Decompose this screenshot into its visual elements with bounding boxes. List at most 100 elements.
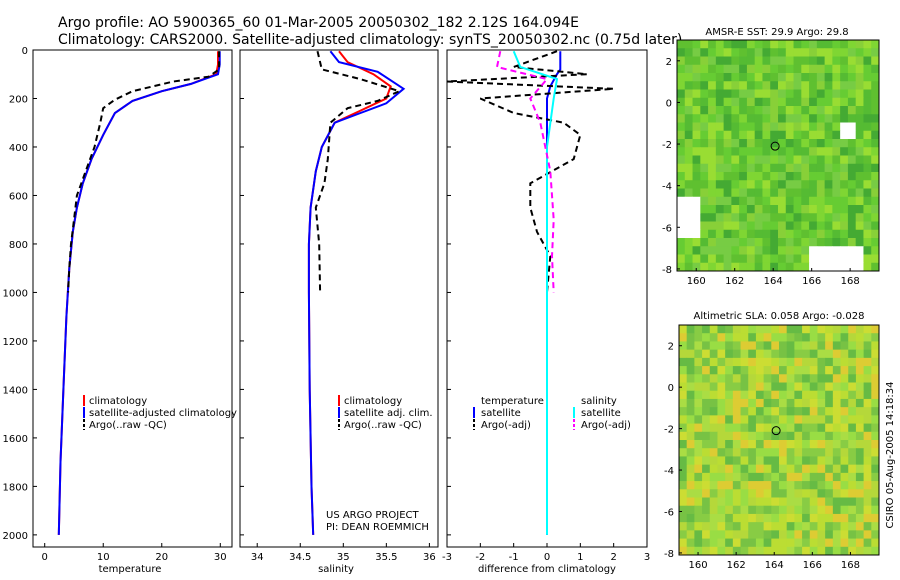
sst-map-cell [731,246,740,255]
sla-map-cell [809,546,818,556]
sst-map-cell [778,89,787,99]
legend-sal-satellite-label: satellite adj. clim. [344,408,433,419]
sst-map-cell [723,56,732,66]
sla-map-cell [802,415,811,425]
sla-map-cell [709,530,718,540]
sst-map-cell [700,238,709,247]
sst-map-cell [762,40,771,49]
sla-map-cell [679,456,688,466]
sla-map-cell [709,464,718,474]
sla-map-cell [817,398,826,408]
sla-map-cell [863,538,872,548]
sst-map-cell [840,130,849,140]
sst-map-cell [840,122,849,132]
sla-map-cell [732,505,742,515]
sla-map-cell [679,440,688,449]
sst-map-cell [708,205,717,214]
sst-map-cell [746,213,756,222]
sla-map-cell [794,448,803,457]
sst-map-cell [785,114,795,123]
sla-map-cell [740,415,749,425]
sst-map-cell [840,106,849,115]
sst-map-cell [731,56,740,66]
sst-map-cell [871,229,880,239]
sst-map-cell [715,40,725,49]
sst-map-cell [708,73,717,82]
sst-map-cell [731,122,740,132]
sla-map-cell [740,505,749,515]
sla-map-cell [748,538,757,548]
sst-map-cell [700,155,709,165]
sla-map-cell [763,390,772,400]
sla-map-cell [763,489,772,498]
sla-map-cell [763,440,772,449]
sst-map-ytick-label: -8 [662,265,672,276]
difference-xtick-label: 2 [610,552,616,563]
sst-map-cell [871,114,880,123]
sst-map-cell [770,48,779,57]
sst-map-cell [832,213,841,222]
sla-map-cell [686,538,695,548]
legend-sal-climatology-label: climatology [344,396,402,407]
sla-map-cell [817,407,826,416]
sla-map-cell [679,448,688,457]
sla-map-cell [863,382,872,392]
sst-map-cell [778,229,787,239]
sst-map-cell [801,205,810,214]
sla-map-cell [848,407,857,416]
legend-diff-sal-sat-label: satellite [581,408,621,419]
sst-map-cell [809,81,818,90]
sla-map-cell [832,325,842,334]
sst-map-ytick-label: -4 [662,182,672,193]
sla-map-cell [832,456,842,466]
sst-map-cell [715,106,725,115]
sst-map-cell [715,139,725,148]
sst-map-cell [855,89,864,99]
sst-map-cell [723,229,732,239]
sla-map-cell [702,472,711,482]
sla-map-cell [725,456,734,466]
sst-map-cell [847,81,857,90]
sla-map-xtick-label: 168 [841,560,860,571]
sst-map-cell [824,155,833,165]
sst-map-cell [840,188,849,198]
sla-map-cell [694,390,703,400]
temperature-series-satellite [57,51,221,535]
sst-map-cell [778,40,787,49]
sla-map-cell [855,464,865,474]
sst-map-cell [708,163,717,173]
sst-map-cell [754,130,763,140]
sst-map-cell [754,40,763,49]
sla-map-cell [832,497,842,507]
sla-map-cell [702,407,711,416]
temperature-legend: climatology satellite-adjusted climatolo… [83,395,237,431]
sst-map-xtick-label: 166 [802,276,821,287]
sst-map-cell [785,254,795,264]
sst-map-cell [809,254,818,264]
sla-map-cell [848,415,857,425]
sst-map-cell [739,97,748,107]
sla-map-cell [717,407,726,416]
sla-map-cell [779,333,788,342]
sst-map-cell [840,40,849,49]
sla-map-cell [832,374,842,383]
sla-map-cell [786,456,795,466]
sst-map-cell [754,81,763,90]
sst-map-cell [700,180,709,189]
sla-map-cell [840,407,849,416]
sla-map-cell [686,481,695,490]
sst-map-cell [762,81,771,90]
sst-map-cell [824,56,833,66]
sla-map-cell [763,505,772,515]
sla-map-cell [871,407,880,416]
sst-map-cell [715,48,725,57]
sla-map-cell [732,538,742,548]
sla-map-cell [809,505,818,515]
sla-map-cell [763,423,772,433]
sst-map-cell [754,122,763,132]
sst-map-cell [770,130,779,140]
sla-map-cell [855,505,865,515]
sst-map-cell [832,64,841,74]
sla-map-cell [832,349,842,359]
sst-map-cell [731,172,740,181]
